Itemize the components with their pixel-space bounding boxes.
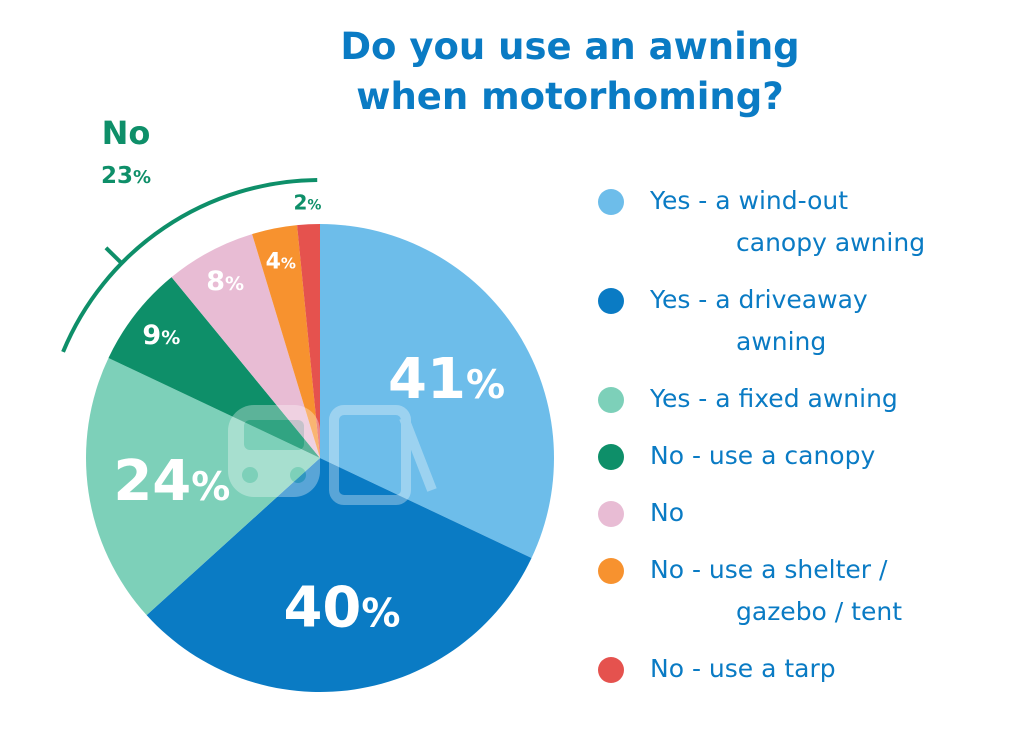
campervan-watermark-icon xyxy=(228,405,437,505)
legend-swatch xyxy=(598,444,624,470)
legend-label-line: gazebo / tent xyxy=(736,597,903,626)
slice-labels: 41% 40% 24% 9% 8% 4% 2% xyxy=(113,191,505,641)
pie-slice-no-use-a-tarp xyxy=(297,224,320,458)
legend-swatch xyxy=(598,558,624,584)
slice-value-label: 41% xyxy=(388,347,505,412)
pie-slice-no xyxy=(171,234,320,458)
slice-value-label: 2% xyxy=(293,191,321,215)
chart-title-line-1: Do you use an awning xyxy=(340,25,800,68)
pie-slice-no-use-a-shelter-gazebo-tent xyxy=(252,225,320,458)
pie-slice-yes-a-driveaway-awning xyxy=(146,458,532,692)
slice-value-label: 40% xyxy=(283,575,400,640)
legend-label-line: No - use a canopy xyxy=(650,441,876,470)
pie-slice-no-use-a-canopy xyxy=(108,277,320,458)
slice-value-label: 24% xyxy=(113,449,230,514)
legend-label-line: Yes - a wind-out xyxy=(650,186,849,215)
slice-value-label: 8% xyxy=(206,266,244,297)
chart-title-line-2: when motorhoming? xyxy=(356,75,784,118)
legend-label-line: canopy awning xyxy=(736,228,926,257)
legend-swatch xyxy=(598,501,624,527)
legend-swatch xyxy=(598,189,624,215)
no-group-value: 23% xyxy=(101,163,151,189)
legend-swatch xyxy=(598,657,624,683)
no-group-bracket-tick xyxy=(104,246,124,265)
chart-legend: Yes - a wind-out canopy awning Yes - a dri… xyxy=(598,180,1018,705)
legend-label-line: No - use a tarp xyxy=(650,654,836,683)
legend-label-line: awning xyxy=(736,327,827,356)
chart-title: Do you use an awning when motorhoming? xyxy=(150,22,990,122)
legend-swatch xyxy=(598,288,624,314)
legend-item-yes-a-driveaway-awning: Yes - a driveaway awning xyxy=(598,279,1018,363)
no-group-label: No xyxy=(102,114,151,152)
legend-swatch xyxy=(598,387,624,413)
pie-slice-yes-a-fixed-awning xyxy=(85,357,321,616)
legend-label-line: Yes - a driveaway xyxy=(650,285,868,314)
legend-item-no-use-a-shelter-gazebo-tent: No - use a shelter / gazebo / tent xyxy=(598,549,1018,633)
legend-item-yes-a-wind-out-canopy-awning: Yes - a wind-out canopy awning xyxy=(598,180,1018,264)
pie-slices xyxy=(85,224,555,692)
legend-item-no: No xyxy=(598,492,1018,534)
no-group-annotation: No 23% xyxy=(61,114,318,353)
legend-item-no-use-a-canopy: No - use a canopy xyxy=(598,435,1018,477)
pie-slice-yes-a-wind-out-canopy-awning xyxy=(320,224,555,559)
legend-label-line: No - use a shelter / xyxy=(650,555,888,584)
legend-item-no-use-a-tarp: No - use a tarp xyxy=(598,648,1018,690)
no-group-bracket-arc xyxy=(61,178,318,353)
legend-item-yes-a-fixed-awning: Yes - a fixed awning xyxy=(598,378,1018,420)
slice-value-label: 9% xyxy=(142,320,180,351)
slice-value-label: 4% xyxy=(266,250,296,275)
legend-label-line: No xyxy=(650,498,684,527)
legend-label-line: Yes - a fixed awning xyxy=(650,384,898,413)
